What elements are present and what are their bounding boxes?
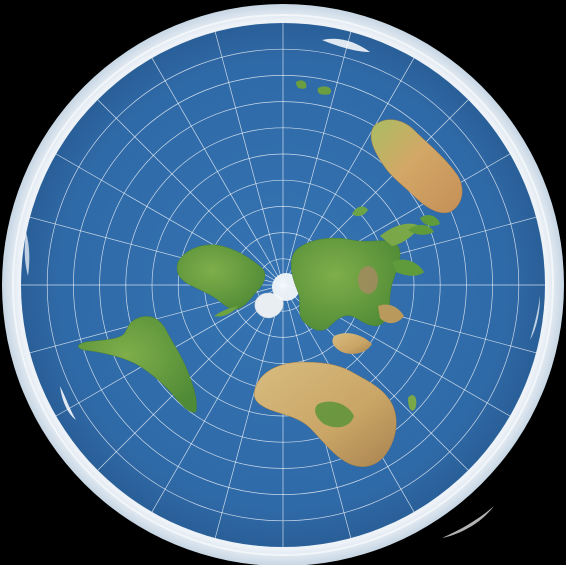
southeast-asia bbox=[392, 259, 424, 276]
south-america bbox=[78, 316, 197, 413]
india bbox=[378, 304, 404, 324]
meridian-line bbox=[151, 284, 284, 513]
north-america bbox=[176, 244, 266, 310]
asia bbox=[290, 237, 401, 331]
meridian-line bbox=[214, 284, 284, 539]
himalaya bbox=[358, 266, 378, 294]
central-africa-forest bbox=[315, 401, 354, 428]
australia bbox=[370, 119, 463, 214]
new-zealand-south bbox=[317, 86, 332, 95]
central-america bbox=[214, 306, 238, 317]
north-pole-ice-cap bbox=[272, 273, 300, 301]
meridian-line bbox=[97, 284, 284, 471]
ice-ring-highlight bbox=[12, 14, 554, 556]
new-zealand bbox=[296, 80, 307, 89]
meridian-line bbox=[214, 31, 284, 286]
japan bbox=[352, 206, 368, 217]
meridian-line bbox=[97, 99, 284, 286]
madagascar bbox=[408, 395, 417, 411]
meridian-line bbox=[151, 57, 284, 286]
new-guinea bbox=[420, 215, 440, 226]
greenland bbox=[254, 292, 284, 319]
landmasses bbox=[78, 80, 463, 467]
arabia bbox=[332, 333, 372, 354]
indonesia bbox=[408, 224, 434, 235]
meridian-line bbox=[282, 31, 352, 286]
ice-shelf-details bbox=[24, 38, 540, 538]
